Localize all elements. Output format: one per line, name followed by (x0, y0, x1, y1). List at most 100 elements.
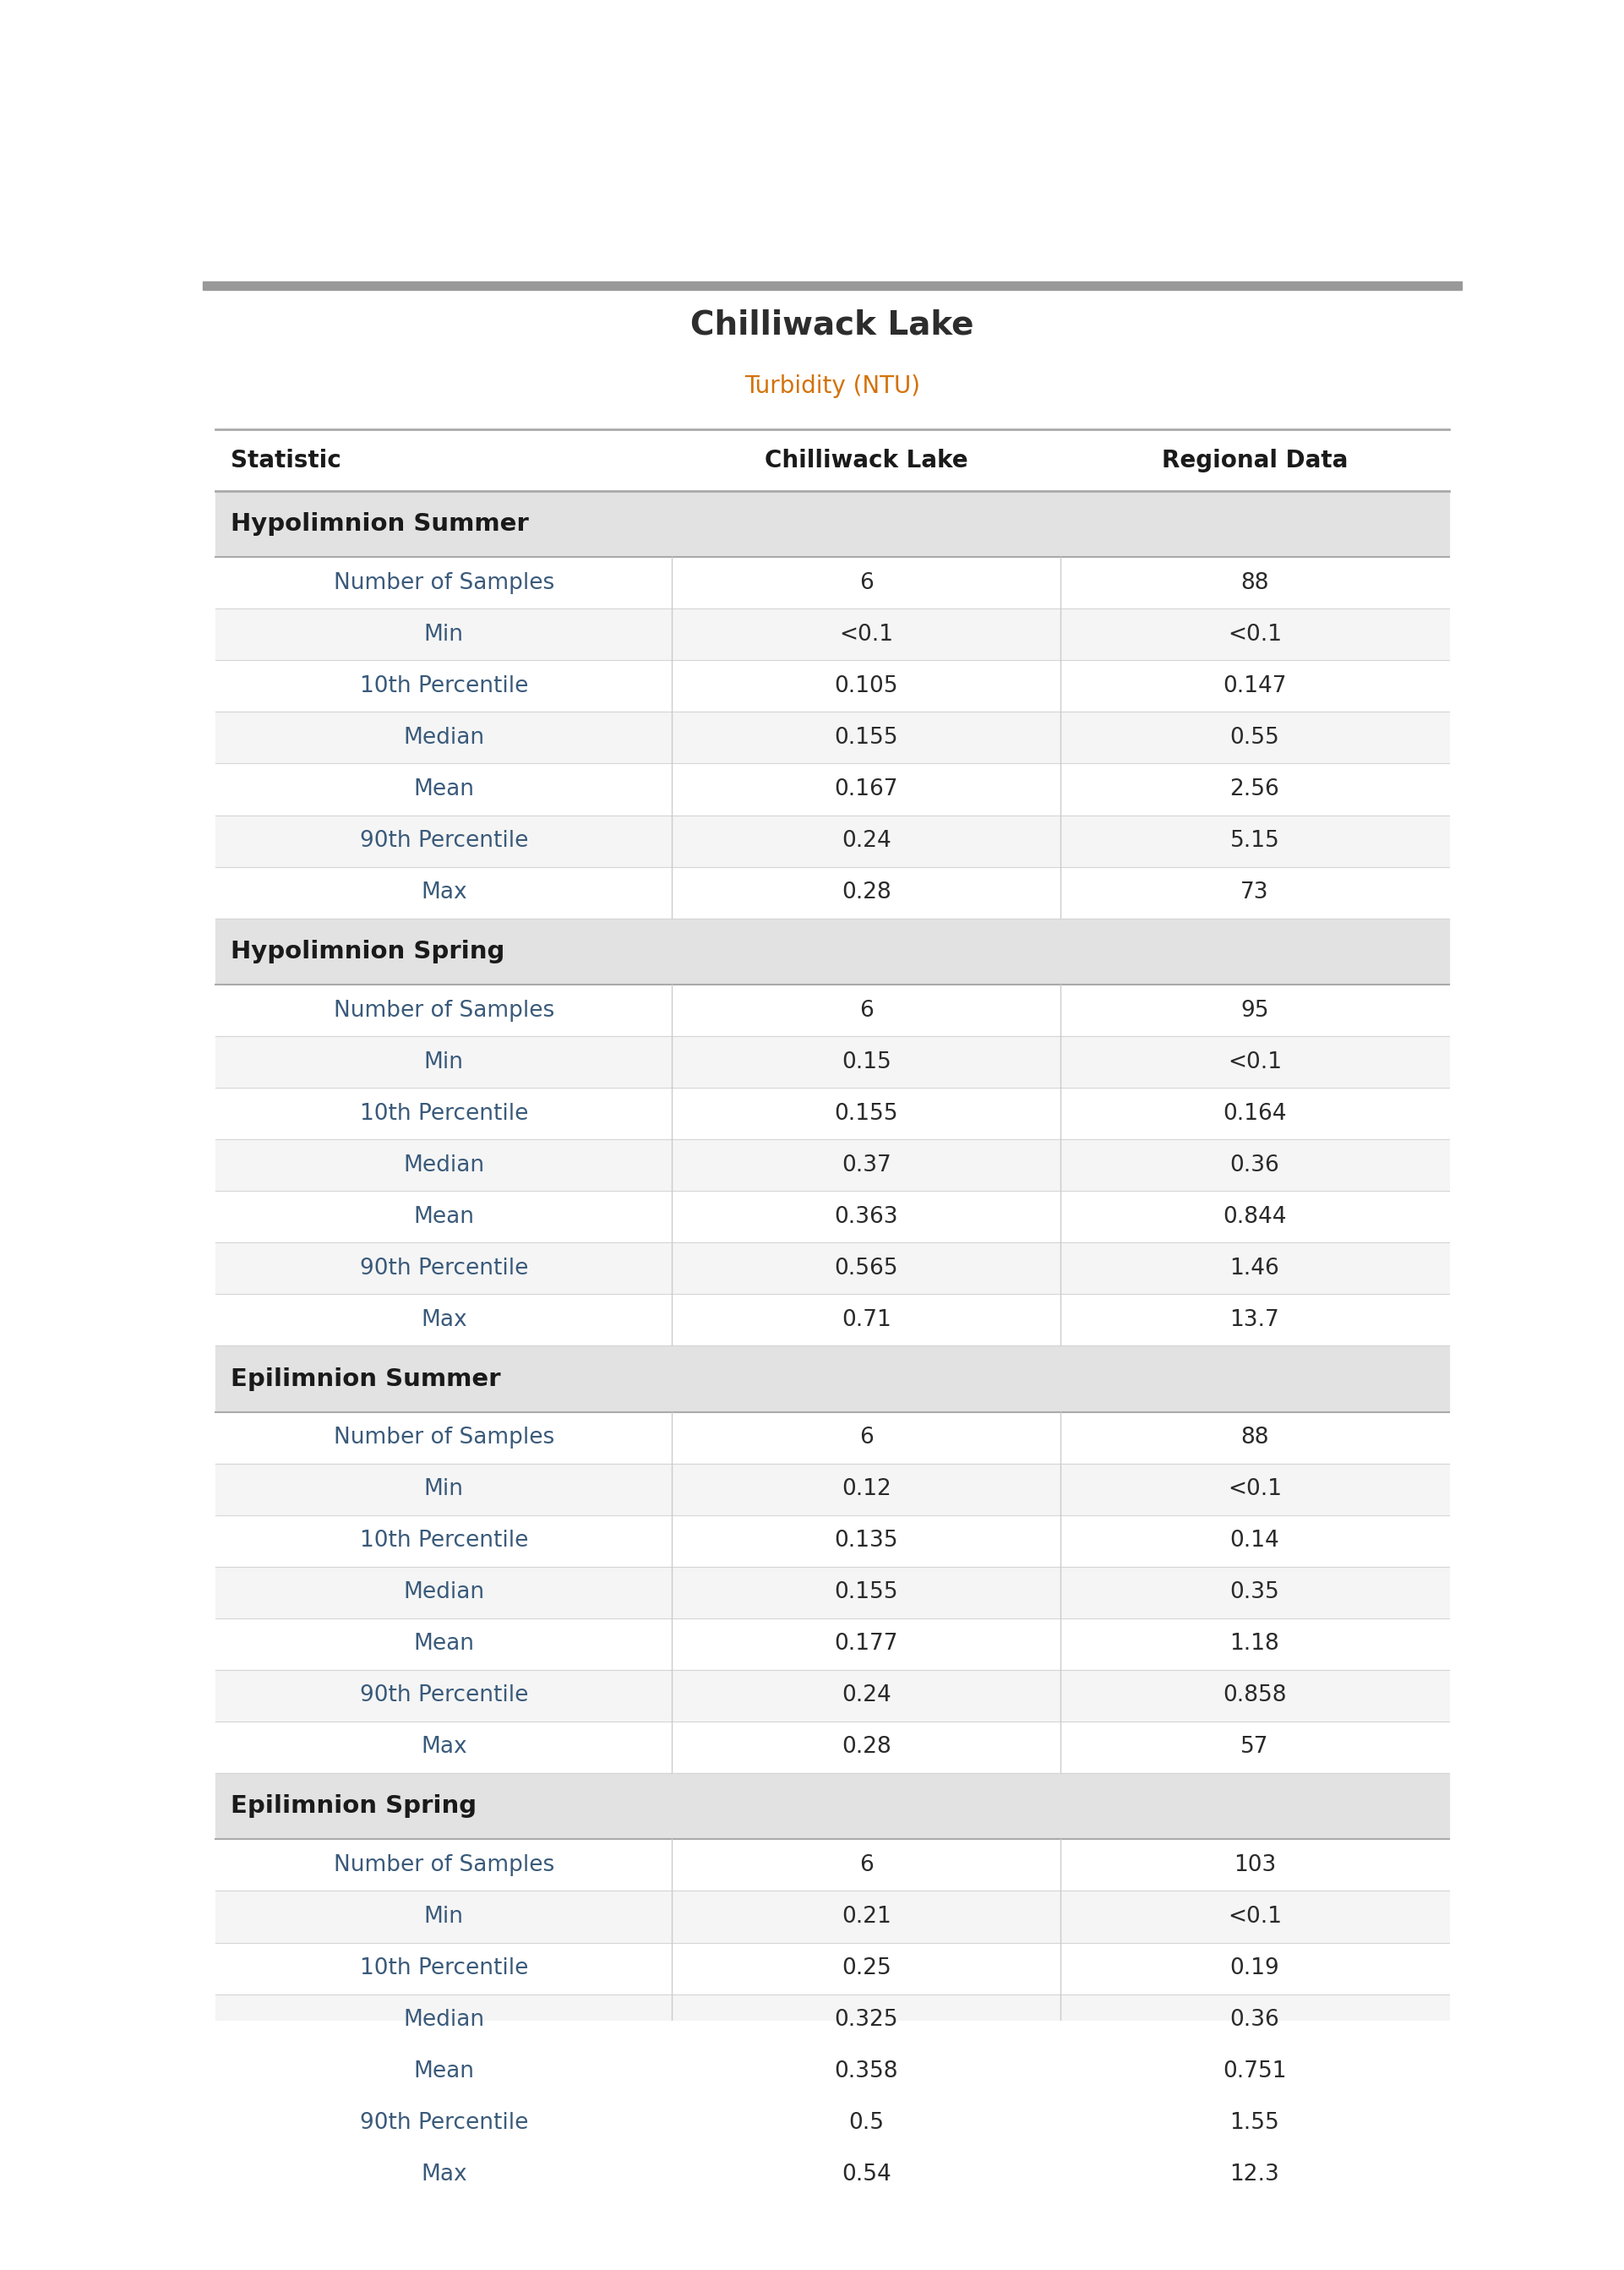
Text: Regional Data: Regional Data (1161, 449, 1348, 472)
Text: Min: Min (424, 624, 463, 645)
Text: 95: 95 (1241, 999, 1268, 1022)
Bar (216, 1891, 1449, 1943)
Text: 6: 6 (859, 999, 874, 1022)
Text: 0.858: 0.858 (1223, 1684, 1286, 1707)
Text: 0.177: 0.177 (835, 1632, 898, 1655)
Bar (216, 1412, 1449, 1464)
Bar (216, 1140, 1449, 1192)
Text: Epilimnion Summer: Epilimnion Summer (231, 1367, 500, 1392)
Text: Hypolimnion Summer: Hypolimnion Summer (231, 513, 529, 536)
Text: 73: 73 (1241, 881, 1268, 903)
Bar (216, 2097, 1449, 2150)
Text: Min: Min (424, 1051, 463, 1074)
Text: 0.155: 0.155 (835, 1582, 898, 1603)
Bar (216, 608, 1449, 661)
Bar (216, 1192, 1449, 1242)
Text: 1.55: 1.55 (1229, 2111, 1280, 2134)
Text: Median: Median (403, 2009, 484, 2032)
Text: 6: 6 (859, 1855, 874, 1877)
Text: Mean: Mean (414, 779, 474, 801)
Text: 0.164: 0.164 (1223, 1103, 1286, 1124)
Text: Mean: Mean (414, 2061, 474, 2082)
Text: 13.7: 13.7 (1229, 1310, 1280, 1330)
Bar (216, 815, 1449, 867)
Bar (216, 1619, 1449, 1671)
Text: 0.55: 0.55 (1229, 726, 1280, 749)
Text: 0.35: 0.35 (1229, 1582, 1280, 1603)
Text: 0.28: 0.28 (841, 881, 892, 903)
Text: 0.565: 0.565 (835, 1258, 898, 1280)
Bar (216, 1773, 1449, 1839)
Bar (216, 763, 1449, 815)
Text: Turbidity (NTU): Turbidity (NTU) (744, 375, 921, 397)
Text: Min: Min (424, 1478, 463, 1500)
Bar (203, 281, 1462, 291)
Text: 1.18: 1.18 (1229, 1632, 1280, 1655)
Text: Max: Max (421, 2163, 466, 2186)
Text: 5.15: 5.15 (1229, 831, 1280, 851)
Text: 0.28: 0.28 (841, 1737, 892, 1759)
Bar (216, 2045, 1449, 2097)
Text: Number of Samples: Number of Samples (333, 572, 554, 595)
Bar (216, 1035, 1449, 1087)
Text: 6: 6 (859, 1428, 874, 1448)
Text: 10th Percentile: 10th Percentile (359, 1957, 528, 1979)
Text: 0.155: 0.155 (835, 1103, 898, 1124)
Text: 57: 57 (1241, 1737, 1268, 1759)
Text: Chilliwack Lake: Chilliwack Lake (765, 449, 968, 472)
Text: 0.36: 0.36 (1229, 1153, 1280, 1176)
Bar (216, 558, 1449, 608)
Text: 0.14: 0.14 (1229, 1530, 1280, 1553)
Text: Number of Samples: Number of Samples (333, 1855, 554, 1877)
Text: 0.167: 0.167 (835, 779, 898, 801)
Bar (216, 1294, 1449, 1346)
Text: 0.15: 0.15 (841, 1051, 892, 1074)
Text: <0.1: <0.1 (1228, 1907, 1281, 1927)
Text: Median: Median (403, 1153, 484, 1176)
Bar (216, 490, 1449, 558)
Text: 0.358: 0.358 (835, 2061, 898, 2082)
Bar (216, 985, 1449, 1035)
Text: 0.844: 0.844 (1223, 1205, 1286, 1228)
Bar (216, 1514, 1449, 1566)
Text: 0.25: 0.25 (841, 1957, 892, 1979)
Text: 0.71: 0.71 (841, 1310, 892, 1330)
Bar (216, 1464, 1449, 1514)
Bar (216, 1721, 1449, 1773)
Text: Statistic: Statistic (231, 449, 341, 472)
Text: Number of Samples: Number of Samples (333, 999, 554, 1022)
Text: 0.105: 0.105 (835, 674, 898, 697)
Bar (216, 1087, 1449, 1140)
Text: Hypolimnion Spring: Hypolimnion Spring (231, 940, 505, 962)
Text: 0.147: 0.147 (1223, 674, 1286, 697)
Text: 12.3: 12.3 (1229, 2163, 1280, 2186)
Bar (216, 1346, 1449, 1412)
Text: Min: Min (424, 1907, 463, 1927)
Text: <0.1: <0.1 (1228, 624, 1281, 645)
Text: 0.363: 0.363 (835, 1205, 898, 1228)
Text: 103: 103 (1234, 1855, 1276, 1877)
Text: <0.1: <0.1 (1228, 1478, 1281, 1500)
Text: 0.54: 0.54 (841, 2163, 892, 2186)
Bar (216, 429, 1449, 490)
Text: 0.751: 0.751 (1223, 2061, 1286, 2082)
Text: Median: Median (403, 1582, 484, 1603)
Text: 0.37: 0.37 (841, 1153, 892, 1176)
Text: 0.21: 0.21 (841, 1907, 892, 1927)
Text: 90th Percentile: 90th Percentile (359, 831, 528, 851)
Text: Chilliwack Lake: Chilliwack Lake (690, 309, 974, 340)
Text: Max: Max (421, 1310, 466, 1330)
Text: 6: 6 (859, 572, 874, 595)
Text: 10th Percentile: 10th Percentile (359, 1103, 528, 1124)
Text: 10th Percentile: 10th Percentile (359, 674, 528, 697)
Bar (216, 713, 1449, 763)
Bar (216, 1839, 1449, 1891)
Bar (216, 1943, 1449, 1993)
Text: 90th Percentile: 90th Percentile (359, 1684, 528, 1707)
Text: Mean: Mean (414, 1632, 474, 1655)
Text: 0.19: 0.19 (1229, 1957, 1280, 1979)
Text: 0.24: 0.24 (841, 1684, 892, 1707)
Text: Number of Samples: Number of Samples (333, 1428, 554, 1448)
Text: Mean: Mean (414, 1205, 474, 1228)
Text: <0.1: <0.1 (1228, 1051, 1281, 1074)
